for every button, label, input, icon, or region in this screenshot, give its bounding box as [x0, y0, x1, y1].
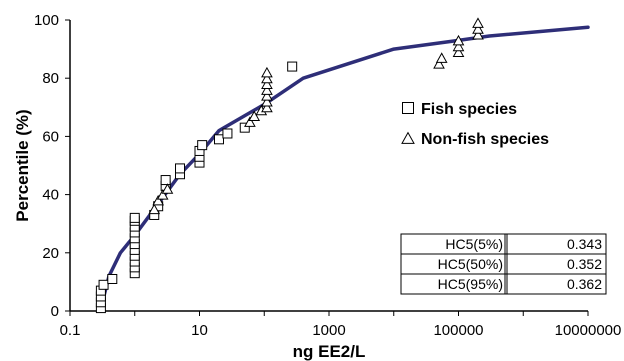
non-fish-species-point — [148, 203, 161, 215]
x-tick-label: 10 — [191, 322, 208, 339]
non-fish-species-point — [244, 116, 256, 127]
fitted-curve — [99, 25, 590, 310]
non-fish-species-point — [472, 17, 484, 28]
y-tick-label: 60 — [42, 128, 59, 145]
y-tick-label: 20 — [42, 245, 59, 262]
table-label: HC5(5%) — [445, 236, 503, 252]
fish-species-point — [239, 122, 250, 133]
non-fish-species-point — [452, 46, 465, 58]
non-fish-species-point — [261, 66, 273, 78]
table-value: 0.343 — [567, 236, 602, 252]
fish-species-point — [287, 61, 298, 72]
table-value: 0.362 — [567, 276, 602, 292]
y-tick-label: 100 — [34, 12, 59, 29]
non-fish-species-point — [261, 101, 273, 113]
non-fish-species-point — [156, 189, 169, 200]
fish-species-point — [160, 175, 171, 186]
non-fish-species-point — [433, 58, 445, 69]
x-tick-label: 1000 — [312, 322, 345, 339]
non-fish-species-point — [261, 78, 273, 90]
legend-label-fish: Fish species — [421, 101, 517, 118]
x-tick-label: 0.1 — [60, 322, 81, 339]
fish-species-point — [197, 140, 208, 151]
fish-species-point — [98, 279, 109, 290]
table-label: HC5(50%) — [438, 256, 503, 272]
y-tick-label: 0 — [51, 303, 59, 320]
non-fish-species-point — [161, 183, 174, 194]
non-fish-species-point — [435, 52, 448, 63]
y-tick-label: 40 — [42, 187, 59, 204]
x-axis-label: ng EE2/L — [293, 342, 366, 361]
legend: Fish species Non-fish species — [393, 93, 579, 155]
non-fish-species-point — [152, 194, 165, 206]
table-label: HC5(95%) — [438, 276, 503, 292]
fish-species-point — [129, 212, 140, 223]
non-fish-species-point — [261, 90, 273, 101]
non-fish-species-point — [261, 84, 273, 95]
non-fish-species-point — [472, 29, 484, 40]
legend-box — [393, 93, 579, 155]
non-fish-species-point — [248, 110, 261, 122]
fitted-curve-group — [99, 25, 590, 310]
fish-species-point — [222, 128, 233, 139]
data-points — [95, 17, 484, 314]
non-fish-species-point — [261, 72, 273, 84]
legend-triangle-icon — [401, 131, 415, 144]
legend-square-icon — [402, 102, 414, 114]
plot-axes: 0 20 40 60 80 100 0.1 10 1000 100000 10000000 ng EE… — [13, 12, 621, 361]
table-value: 0.352 — [567, 256, 602, 272]
fish-species-point — [213, 134, 224, 145]
non-fish-species-point — [472, 23, 484, 34]
table-value-cell — [506, 273, 607, 295]
non-fish-species-point — [452, 40, 465, 52]
y-axis-label: Percentile (%) — [13, 109, 32, 221]
non-fish-species-point — [261, 95, 273, 107]
fish-species-point — [107, 273, 118, 284]
x-tick-label: 100000 — [433, 322, 483, 339]
hc5-table: HC5(5%) 0.343 HC5(50%) 0.352 HC5(95%) 0.362 — [400, 233, 607, 295]
x-tick-label: 10000000 — [555, 322, 622, 339]
non-fish-species-point — [452, 34, 465, 46]
legend-label-non-fish: Non-fish species — [421, 131, 549, 148]
y-tick-label: 80 — [42, 70, 59, 87]
fish-species-point — [175, 163, 186, 174]
